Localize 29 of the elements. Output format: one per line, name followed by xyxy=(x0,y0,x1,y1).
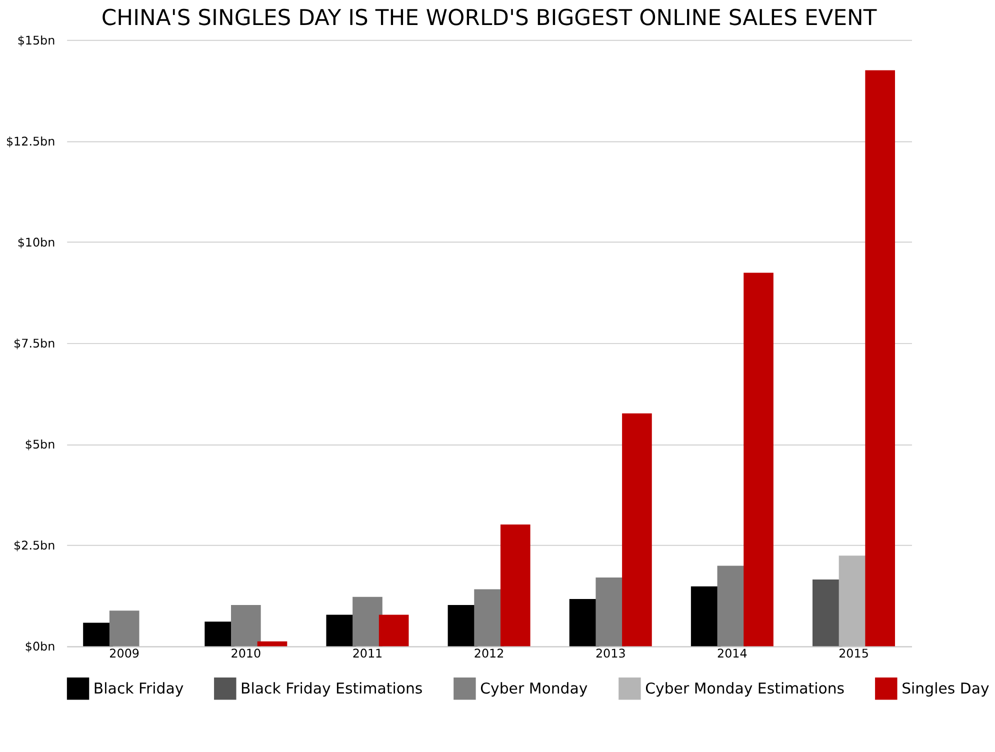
bar xyxy=(109,610,140,646)
legend-label: Singles Day xyxy=(902,680,990,698)
y-tick-label: $5bn xyxy=(24,438,56,452)
y-tick-label: $7.5bn xyxy=(14,336,56,351)
y-tick-label: $15bn xyxy=(17,33,56,48)
x-tick-label: 2014 xyxy=(717,646,748,661)
legend-label: Cyber Monday Estimations xyxy=(645,680,845,698)
bar xyxy=(865,70,896,646)
legend-label: Black Friday xyxy=(93,680,184,698)
bar xyxy=(231,605,261,646)
x-tick-label: 2010 xyxy=(230,646,262,661)
chart-title: CHINA'S SINGLES DAY IS THE WORLD'S BIGGEST ONLINE SALES EVENT xyxy=(101,6,878,31)
x-tick-label: 2015 xyxy=(838,646,869,661)
legend-label: Black Friday Estimations xyxy=(240,680,423,698)
y-tick-label: $12.5bn xyxy=(6,134,56,148)
x-tick-label: 2011 xyxy=(352,646,383,661)
x-tick-label: 2013 xyxy=(595,646,626,661)
bar xyxy=(500,524,530,646)
bar xyxy=(352,596,382,646)
x-tick-label: 2012 xyxy=(474,646,504,661)
bar xyxy=(257,641,288,646)
bar xyxy=(378,614,409,646)
bar xyxy=(744,272,774,646)
y-tick-label: $0bn xyxy=(24,640,56,654)
x-tick-label: 2009 xyxy=(109,646,140,661)
bar xyxy=(622,413,652,646)
y-tick-label: $2.5bn xyxy=(14,538,56,553)
legend-label: Cyber Monday xyxy=(480,680,588,698)
y-tick-label: $10bn xyxy=(17,235,56,250)
